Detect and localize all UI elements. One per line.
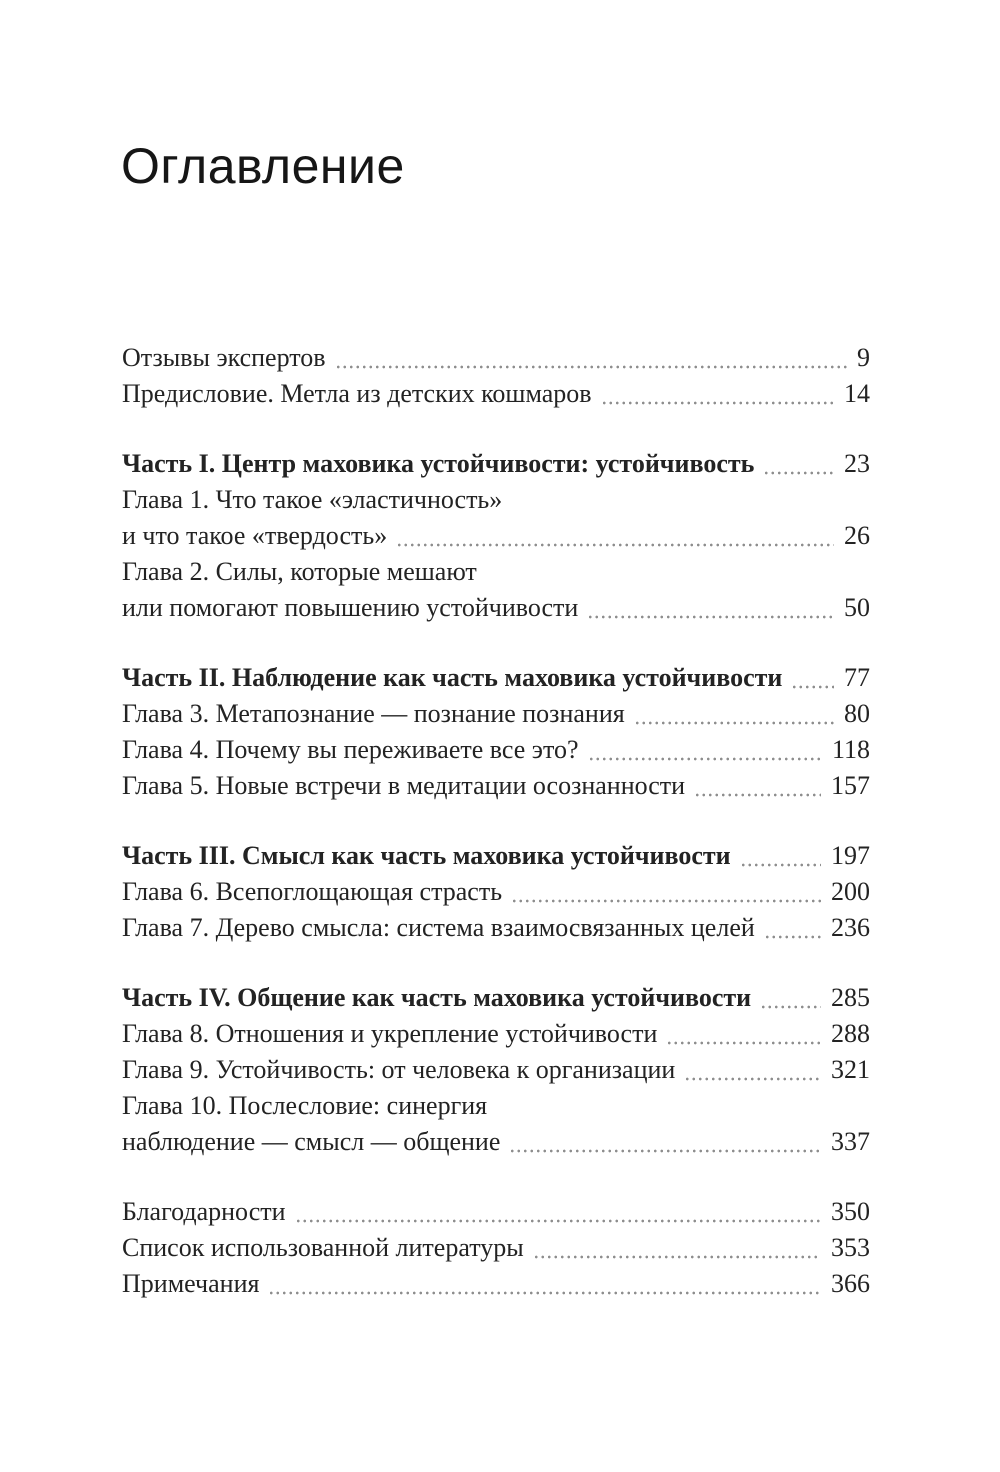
toc-row: Примечания 366	[122, 1266, 870, 1302]
toc-entry-text: Глава 9. Устойчивость: от человека к орг…	[122, 1055, 676, 1084]
toc-entry-text: наблюдение — смысл — общение	[122, 1127, 501, 1156]
toc-page-number: 236	[831, 913, 870, 942]
toc-group: Часть IV. Общение как часть маховика уст…	[122, 980, 870, 1160]
toc-row: Благодарности 350	[122, 1194, 870, 1230]
toc-entry-text: Глава 10. Послесловие: синергия	[122, 1091, 488, 1120]
toc-page-number: 157	[831, 771, 870, 800]
dot-leader	[694, 793, 821, 797]
toc-page-number: 14	[844, 379, 870, 408]
toc-row: Глава 7. Дерево смысла: система взаимосв…	[122, 910, 870, 946]
dot-leader	[396, 543, 834, 547]
toc-row: Глава 6. Всепоглощающая страсть 200	[122, 874, 870, 910]
toc-entry-text: Отзывы экспертов	[122, 343, 326, 372]
toc-page-number: 353	[831, 1233, 870, 1262]
toc-page-number: 288	[831, 1019, 870, 1048]
toc-row: и что такое «твердость» 26	[122, 518, 870, 554]
toc-entry-text: Глава 4. Почему вы переживаете все это?	[122, 735, 579, 764]
dot-leader	[763, 471, 834, 475]
toc-entry-text: Глава 3. Метапознание — познание познани…	[122, 699, 625, 728]
dot-leader	[684, 1077, 821, 1081]
dot-leader	[334, 365, 847, 369]
toc-page-number: 9	[857, 343, 870, 372]
page-title: Оглавление	[121, 137, 405, 194]
toc-group: Часть II. Наблюдение как часть маховика …	[122, 660, 870, 804]
toc-entry-text: Благодарности	[122, 1197, 286, 1226]
toc-row: наблюдение — смысл — общение 337	[122, 1124, 870, 1160]
toc-page-number: 321	[831, 1055, 870, 1084]
toc-row: или помогают повышению устойчивости 50	[122, 590, 870, 626]
toc-row: Часть III. Смысл как часть маховика усто…	[122, 838, 870, 874]
toc-entry-text: Глава 1. Что такое «эластичность»	[122, 485, 503, 514]
toc-page-number: 285	[831, 983, 870, 1012]
toc-entry-text: Предисловие. Метла из детских кошмаров	[122, 379, 592, 408]
dot-leader	[511, 899, 821, 903]
toc-row: Глава 9. Устойчивость: от человека к орг…	[122, 1052, 870, 1088]
toc-row: Глава 8. Отношения и укрепление устойчив…	[122, 1016, 870, 1052]
toc-page-number: 337	[831, 1127, 870, 1156]
toc-group: Отзывы экспертов 9 Предисловие. Метла из д…	[122, 340, 870, 412]
toc-page-number: 197	[831, 841, 870, 870]
dot-leader	[633, 721, 834, 725]
toc-row: Список использованной литературы 353	[122, 1230, 870, 1266]
toc-row: Отзывы экспертов 9	[122, 340, 870, 376]
toc-entry-text: Глава 2. Силы, которые мешают	[122, 557, 477, 586]
dot-leader	[739, 863, 821, 867]
toc-entry-text: Глава 5. Новые встречи в медитации осозн…	[122, 771, 686, 800]
toc-entry-text: Часть II. Наблюдение как часть маховика …	[122, 663, 783, 692]
toc-row: Предисловие. Метла из детских кошмаров 14	[122, 376, 870, 412]
toc-row: Часть IV. Общение как часть маховика уст…	[122, 980, 870, 1016]
toc-page-number: 80	[844, 699, 870, 728]
toc-row: Глава 10. Послесловие: синергия	[122, 1088, 870, 1124]
dot-leader	[532, 1255, 821, 1259]
dot-leader	[268, 1291, 821, 1295]
toc-page-number: 26	[844, 521, 870, 550]
toc-row: Часть II. Наблюдение как часть маховика …	[122, 660, 870, 696]
toc-entry-text: Часть I. Центр маховика устойчивости: ус…	[122, 449, 755, 478]
toc-group: Часть I. Центр маховика устойчивости: ус…	[122, 446, 870, 626]
toc-row: Глава 3. Метапознание — познание познани…	[122, 696, 870, 732]
toc-entry-text: Часть IV. Общение как часть маховика уст…	[122, 983, 752, 1012]
toc-entry-text: Примечания	[122, 1269, 260, 1298]
dot-leader	[509, 1149, 821, 1153]
toc-group: Благодарности 350 Список использованной ли…	[122, 1194, 870, 1302]
toc-entry-text: Часть III. Смысл как часть маховика усто…	[122, 841, 731, 870]
toc-page-number: 77	[844, 663, 870, 692]
dot-leader	[763, 935, 821, 939]
toc-group: Часть III. Смысл как часть маховика усто…	[122, 838, 870, 946]
toc-entry-text: Глава 8. Отношения и укрепление устойчив…	[122, 1019, 658, 1048]
dot-leader	[587, 615, 834, 619]
toc-entry-text: или помогают повышению устойчивости	[122, 593, 579, 622]
toc-entry-text: Глава 7. Дерево смысла: система взаимосв…	[122, 913, 755, 942]
toc-entry-text: Глава 6. Всепоглощающая страсть	[122, 877, 503, 906]
dot-leader	[587, 757, 822, 761]
toc-page-number: 23	[844, 449, 870, 478]
toc-page-number: 366	[831, 1269, 870, 1298]
toc-page-number: 200	[831, 877, 870, 906]
dot-leader	[600, 401, 834, 405]
toc-row: Глава 4. Почему вы переживаете все это? 1…	[122, 732, 870, 768]
toc-entry-text: Список использованной литературы	[122, 1233, 524, 1262]
toc-page-number: 118	[831, 735, 870, 764]
dot-leader	[791, 685, 834, 689]
toc-row: Глава 5. Новые встречи в медитации осозн…	[122, 768, 870, 804]
dot-leader	[760, 1005, 821, 1009]
dot-leader	[666, 1041, 821, 1045]
toc-page-number: 50	[844, 593, 870, 622]
toc-page-number: 350	[831, 1197, 870, 1226]
toc-row: Часть I. Центр маховика устойчивости: ус…	[122, 446, 870, 482]
toc-row: Глава 1. Что такое «эластичность»	[122, 482, 870, 518]
toc-entry-text: и что такое «твердость»	[122, 521, 388, 550]
toc-list: Отзывы экспертов 9 Предисловие. Метла из д…	[122, 340, 870, 1302]
dot-leader	[294, 1219, 821, 1223]
toc-row: Глава 2. Силы, которые мешают	[122, 554, 870, 590]
